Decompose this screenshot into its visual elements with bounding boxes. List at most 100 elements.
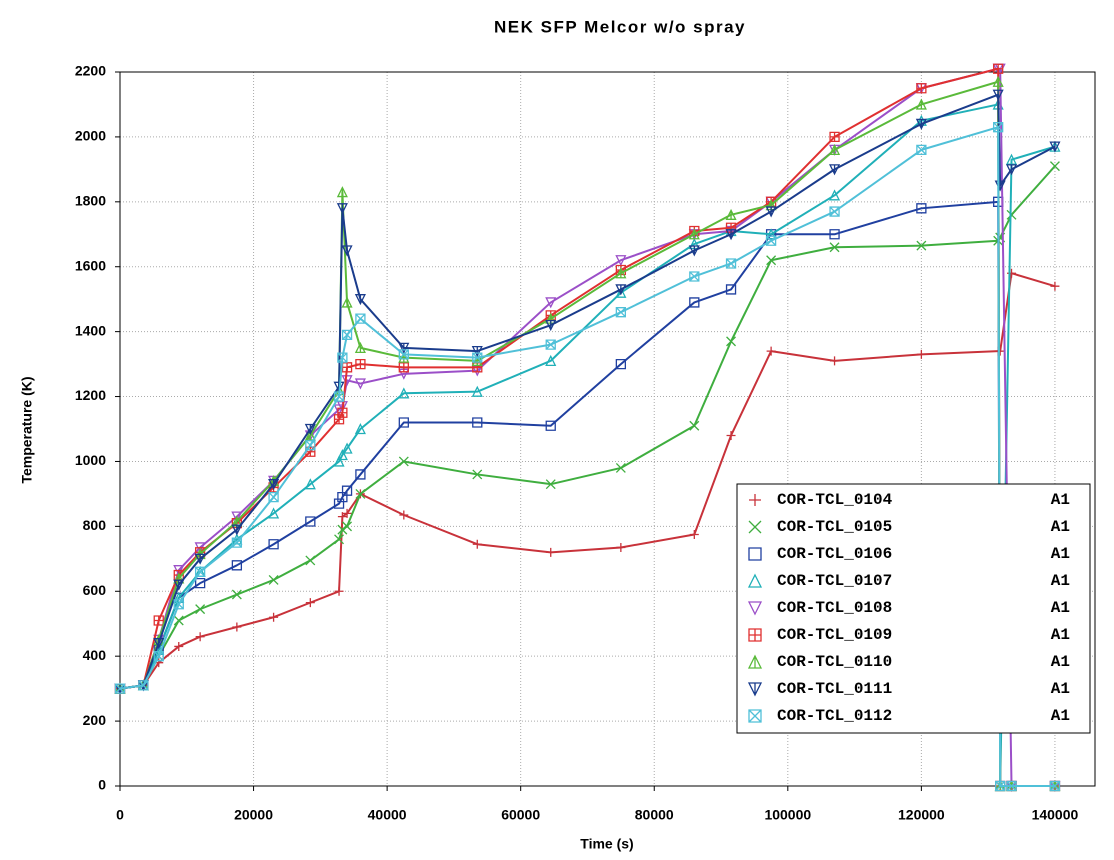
data-point (354, 341, 366, 354)
data-point (268, 574, 279, 585)
data-point (398, 387, 410, 399)
data-point (916, 83, 927, 94)
data-point (829, 143, 841, 156)
legend-suffix: A1 (1051, 599, 1070, 617)
data-point (398, 342, 410, 354)
x-tick-label: 0 (116, 807, 124, 823)
data-point (333, 455, 345, 467)
data-point (472, 539, 482, 549)
data-point (174, 641, 184, 651)
data-point (195, 604, 206, 615)
data-point (355, 469, 366, 480)
series-line (119, 200, 1055, 787)
chart-title: NEK SFP Melcor w/o spray (494, 17, 746, 36)
legend-label: COR-TCL_0108 (777, 599, 892, 617)
data-point (231, 524, 243, 536)
data-point (993, 63, 1004, 74)
legend-label: COR-TCL_0112 (777, 707, 892, 725)
data-point (829, 131, 840, 143)
data-point (766, 346, 776, 356)
x-tick-label: 120000 (898, 807, 945, 823)
legend-label: COR-TCL_0105 (777, 518, 892, 536)
y-tick-label: 600 (83, 582, 107, 598)
data-point (231, 511, 243, 523)
legend-marker (748, 547, 762, 561)
data-point (173, 615, 184, 626)
data-point (269, 612, 279, 622)
data-point (336, 401, 348, 413)
data-point (615, 307, 627, 318)
data-point (398, 417, 409, 428)
y-tick-label: 2000 (75, 128, 106, 144)
legend-marker (749, 494, 761, 506)
data-point (765, 228, 777, 240)
y-tick-label: 800 (83, 517, 107, 533)
data-point (1007, 268, 1017, 278)
legend-box (736, 483, 1091, 734)
data-point (305, 440, 316, 451)
data-point (615, 284, 627, 296)
data-point (915, 98, 927, 110)
data-point (336, 449, 348, 461)
legend-suffix: A1 (1051, 572, 1070, 590)
data-point (231, 560, 243, 571)
data-point (829, 242, 840, 253)
data-point (916, 349, 926, 359)
data-point (1050, 281, 1060, 291)
legend-marker (747, 682, 763, 697)
data-point (915, 118, 927, 130)
data-point (398, 362, 409, 373)
data-point (615, 267, 627, 279)
x-tick-label: 140000 (1032, 807, 1079, 823)
data-point (337, 512, 347, 522)
data-point (268, 507, 280, 519)
data-point (545, 479, 556, 490)
data-point (546, 547, 556, 557)
legend-marker (747, 573, 763, 588)
data-point (1049, 161, 1060, 172)
data-point (689, 271, 700, 282)
legend-suffix: A1 (1051, 491, 1070, 509)
data-point (341, 329, 353, 341)
data-point (305, 516, 316, 527)
data-point (333, 414, 345, 425)
data-point (354, 294, 366, 306)
data-point (615, 255, 627, 267)
data-point (268, 479, 280, 491)
y-tick-label: 200 (83, 712, 107, 728)
data-point (545, 354, 557, 366)
y-axis-label: Temperature (K) (19, 376, 35, 483)
data-point (545, 319, 557, 332)
x-tick-label: 60000 (501, 807, 540, 823)
data-point (993, 122, 1004, 133)
data-point (995, 780, 1006, 792)
data-point (231, 537, 243, 548)
data-point (829, 189, 841, 201)
data-point (472, 417, 483, 428)
legend-suffix: A1 (1051, 545, 1070, 563)
data-point (268, 539, 279, 550)
data-point (829, 206, 840, 217)
legend-marker (748, 520, 762, 534)
y-tick-label: 0 (98, 777, 106, 793)
legend-label: COR-TCL_0109 (777, 626, 892, 644)
data-point (398, 456, 409, 467)
data-point (355, 313, 366, 324)
data-point (114, 683, 126, 694)
data-point (995, 346, 1005, 356)
data-point (992, 89, 1004, 101)
data-point (1005, 164, 1018, 176)
legend-suffix: A1 (1051, 707, 1070, 725)
data-point (341, 442, 353, 454)
data-point (304, 478, 316, 490)
data-point (153, 651, 164, 662)
data-point (471, 385, 483, 397)
data-point (336, 203, 348, 215)
data-point (173, 579, 185, 591)
data-point (726, 336, 737, 347)
legend-label: COR-TCL_0110 (777, 653, 892, 671)
legend-marker (748, 628, 762, 642)
x-axis-label: Time (s) (580, 836, 633, 852)
data-point (153, 638, 165, 650)
y-tick-label: 1600 (75, 257, 106, 273)
